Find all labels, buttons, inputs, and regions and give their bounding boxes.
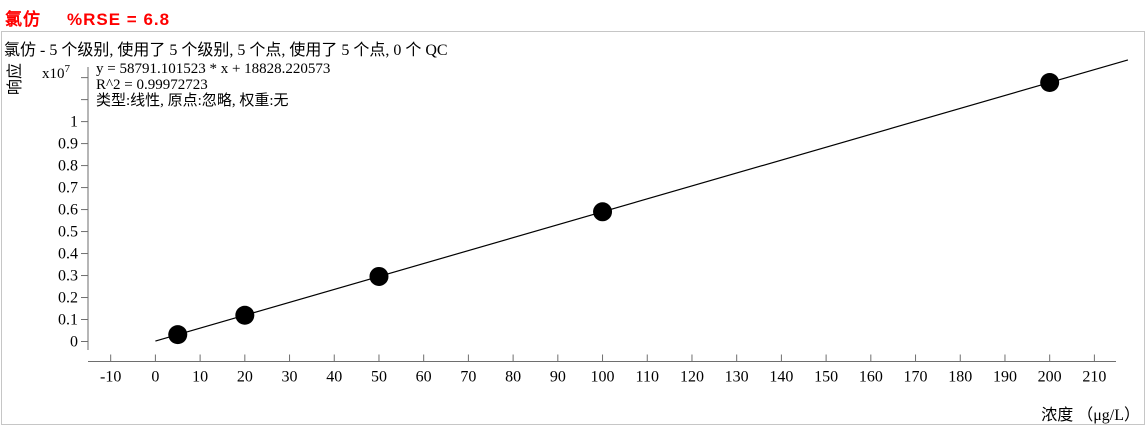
y-tick-label: 0.4	[58, 246, 78, 263]
y-tick-label: 0.2	[58, 290, 78, 307]
fit-r-squared: R^2 = 0.99972723	[96, 77, 208, 93]
x-tick-label: 100	[591, 369, 615, 386]
x-tick-label: 170	[904, 369, 928, 386]
x-tick-label: 0	[151, 369, 159, 386]
chart-box	[1, 31, 1145, 425]
data-point[interactable]	[235, 305, 255, 325]
x-tick-label: 210	[1082, 369, 1106, 386]
y-tick-label: 0.9	[58, 136, 78, 153]
x-axis-title: 浓度 （μg/L）	[1041, 407, 1140, 424]
fit-equation: y = 58791.101523 * x + 18828.220573	[96, 61, 331, 77]
x-tick-label: 200	[1038, 369, 1062, 386]
y-tick-label: 0.6	[58, 202, 78, 219]
data-point[interactable]	[369, 266, 389, 286]
data-point[interactable]	[1040, 73, 1060, 93]
y-tick-label: 0.1	[58, 312, 78, 329]
x-tick-label: 110	[636, 369, 659, 386]
data-point[interactable]	[593, 202, 613, 222]
x-tick-label: 140	[769, 369, 793, 386]
fit-model: 类型:线性, 原点:忽略, 权重:无	[96, 93, 289, 109]
data-point[interactable]	[168, 325, 188, 345]
x-tick-label: 80	[505, 369, 521, 386]
x-tick-label: 30	[282, 369, 298, 386]
x-tick-label: 120	[680, 369, 704, 386]
y-tick-label: 0	[70, 334, 78, 351]
y-tick-label: 0.5	[58, 224, 78, 241]
x-tick-label: 130	[725, 369, 749, 386]
x-tick-label: 190	[993, 369, 1017, 386]
calibration-summary: 氯仿 - 5 个级别, 使用了 5 个级别, 5 个点, 使用了 5 个点, 0…	[4, 42, 448, 59]
x-tick-label: 60	[416, 369, 432, 386]
x-tick-label: 20	[237, 369, 253, 386]
curve-title: 氯仿 %RSE = 6.8	[5, 5, 170, 30]
compound-name: 氯仿	[5, 10, 41, 29]
y-axis-scale-label: x107	[42, 63, 70, 82]
x-tick-label: 160	[859, 369, 883, 386]
x-tick-label: 150	[814, 369, 838, 386]
fit-line	[155, 59, 1129, 342]
x-tick-label: 10	[192, 369, 208, 386]
x-tick-label: 70	[460, 369, 476, 386]
x-tick-label: 90	[550, 369, 566, 386]
x-tick-label: 50	[371, 369, 387, 386]
y-tick-label: 0.8	[58, 158, 78, 175]
fit-info-block: y = 58791.101523 * x + 18828.220573 R^2 …	[96, 61, 330, 109]
rse-value: %RSE = 6.8	[67, 10, 171, 29]
x-tick-label: 180	[948, 369, 972, 386]
x-tick-label: -10	[100, 369, 121, 386]
y-tick-label: 1	[70, 114, 78, 131]
y-tick-label: 0.7	[58, 180, 78, 197]
y-tick-label: 0.3	[58, 268, 78, 285]
x-tick-label: 40	[326, 369, 342, 386]
